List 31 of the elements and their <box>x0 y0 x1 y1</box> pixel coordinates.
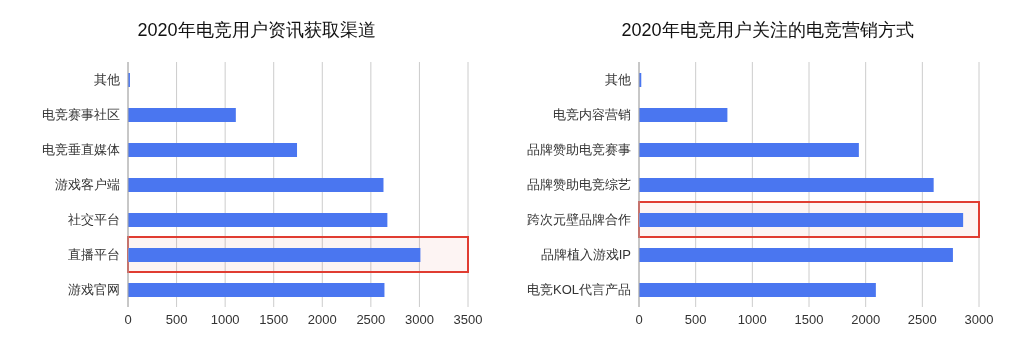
y-tick-label: 电竞内容营销 <box>553 107 631 123</box>
x-tick-label: 3000 <box>404 312 434 328</box>
y-tick-label: 电竞垂直媒体 <box>42 142 120 158</box>
y-tick-label: 游戏官网 <box>68 282 120 298</box>
y-tick-label: 电竞赛事社区 <box>42 107 120 123</box>
chart-title: 2020年电竞用户关注的电竞营销方式 <box>620 19 915 42</box>
y-tick-label: 游戏客户端 <box>55 177 120 193</box>
x-tick-label: 2000 <box>851 312 881 328</box>
x-tick-label: 500 <box>684 312 707 328</box>
chart-title: 2020年电竞用户资讯获取渠道 <box>136 19 377 42</box>
x-tick-label: 1000 <box>737 312 767 328</box>
x-tick-label: 0 <box>124 312 132 328</box>
x-tick-label: 2500 <box>907 312 937 328</box>
x-tick-label: 1500 <box>259 312 289 328</box>
y-tick-label: 跨次元壁品牌合作 <box>527 212 631 228</box>
y-tick-label: 品牌植入游戏IP <box>540 247 631 263</box>
x-tick-label: 3500 <box>453 312 483 328</box>
y-tick-label: 品牌赞助电竞综艺 <box>527 177 631 193</box>
y-tick-label: 其他 <box>605 72 631 88</box>
x-tick-label: 2000 <box>307 312 337 328</box>
y-tick-label: 电竞KOL代言产品 <box>526 282 631 298</box>
x-tick-label: 2500 <box>356 312 386 328</box>
x-tick-label: 1500 <box>794 312 824 328</box>
x-tick-label: 500 <box>165 312 188 328</box>
y-tick-label: 社交平台 <box>68 212 120 228</box>
x-tick-label: 3000 <box>964 312 994 328</box>
y-tick-label: 其他 <box>94 72 120 88</box>
y-tick-label: 直播平台 <box>68 247 120 263</box>
x-tick-label: 0 <box>635 312 643 328</box>
y-tick-label: 品牌赞助电竞赛事 <box>527 142 631 158</box>
x-tick-label: 1000 <box>210 312 240 328</box>
